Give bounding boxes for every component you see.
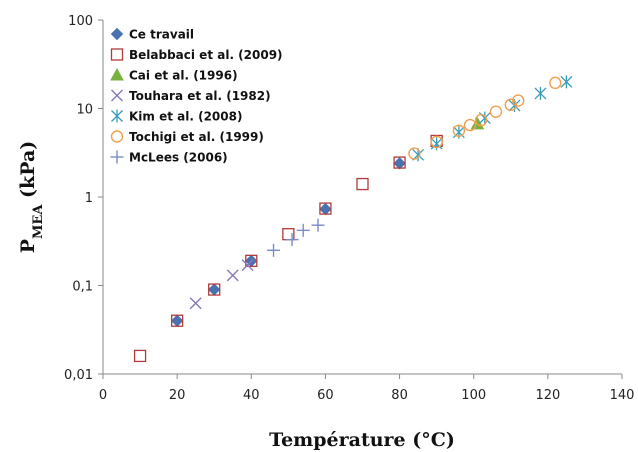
legend-item: Kim et al. (2008) xyxy=(111,109,242,124)
data-point xyxy=(267,243,281,257)
legend-marker xyxy=(110,67,124,81)
x-tick-label: 100 xyxy=(461,388,486,403)
data-point xyxy=(430,135,443,149)
data-point xyxy=(296,223,310,237)
y-ticks: 0,01 0,1 1 10 100 xyxy=(64,14,103,383)
x-axis-title: Température (°C) xyxy=(269,429,455,451)
legend-marker xyxy=(111,89,123,102)
legend-label: Ce travail xyxy=(129,28,194,42)
x-ticks: 0 20 40 60 80 100 120 140 xyxy=(99,374,635,403)
series-group xyxy=(408,76,562,160)
y-tick-label: 100 xyxy=(68,14,93,29)
y-tick-label: 0,1 xyxy=(72,280,93,295)
legend-marker xyxy=(110,150,124,164)
x-tick-label: 20 xyxy=(169,388,186,403)
legend-item: Ce travail xyxy=(110,27,194,42)
data-point xyxy=(393,157,406,170)
x-tick-label: 140 xyxy=(610,388,635,403)
legend-marker xyxy=(110,48,124,61)
data-point xyxy=(208,283,221,296)
y-axis-title-sub: MEA xyxy=(31,204,46,239)
data-point xyxy=(452,124,466,137)
series-layer xyxy=(133,75,573,363)
data-point xyxy=(408,147,421,160)
y-tick-label: 1 xyxy=(85,191,93,206)
legend-label: McLees (2006) xyxy=(129,151,228,165)
x-tick-label: 80 xyxy=(391,388,408,403)
legend-marker xyxy=(111,109,123,123)
data-point xyxy=(170,314,184,327)
series-group xyxy=(189,259,254,310)
data-point xyxy=(241,259,254,272)
data-point xyxy=(170,314,184,327)
y-tick-label: 10 xyxy=(76,103,93,118)
legend-marker xyxy=(110,27,124,41)
legend-label: Belabbaci et al. (2009) xyxy=(129,48,283,62)
series-group xyxy=(133,134,443,363)
data-point xyxy=(356,177,369,191)
data-point xyxy=(319,202,332,215)
y-axis-title-rest: (kPa) xyxy=(17,141,39,205)
data-point xyxy=(549,76,562,90)
legend-item: Touhara et al. (1982) xyxy=(111,89,271,103)
data-point xyxy=(208,283,221,296)
legend-label: Tochigi et al. (1999) xyxy=(129,130,264,144)
data-point xyxy=(534,86,547,100)
data-point xyxy=(133,349,147,363)
y-axis-title: PMEA (kPa) xyxy=(17,141,46,254)
data-point xyxy=(311,218,325,232)
data-point xyxy=(512,94,525,107)
legend-label: Cai et al. (1996) xyxy=(129,69,238,83)
data-point xyxy=(285,233,299,247)
legend-item: Tochigi et al. (1999) xyxy=(110,130,264,144)
data-point xyxy=(189,297,202,310)
data-point xyxy=(560,75,573,89)
y-tick-label: 0,01 xyxy=(64,368,93,383)
legend-item: Belabbaci et al. (2009) xyxy=(110,48,283,62)
legend-item: McLees (2006) xyxy=(110,150,228,165)
data-point xyxy=(463,118,477,132)
data-point xyxy=(430,137,443,151)
x-tick-label: 120 xyxy=(535,388,560,403)
data-point xyxy=(478,111,491,125)
series-group xyxy=(267,218,325,257)
legend: Ce travail Belabbaci et al. (2009) Cai et … xyxy=(110,27,283,165)
data-point xyxy=(504,98,517,112)
data-point xyxy=(319,202,332,216)
y-axis-title-main: P xyxy=(17,239,39,253)
series-group xyxy=(412,75,573,162)
x-tick-label: 60 xyxy=(317,388,334,403)
x-tick-label: 0 xyxy=(99,388,107,403)
data-point xyxy=(474,113,488,127)
x-tick-label: 40 xyxy=(243,388,260,403)
data-point xyxy=(245,254,258,267)
legend-item: Cai et al. (1996) xyxy=(110,67,238,83)
series-group xyxy=(170,157,406,327)
legend-marker xyxy=(110,130,124,143)
data-point xyxy=(489,105,503,118)
legend-label: Touhara et al. (1982) xyxy=(129,89,271,103)
data-point xyxy=(226,269,239,282)
legend-label: Kim et al. (2008) xyxy=(129,110,242,124)
data-point xyxy=(393,156,406,169)
